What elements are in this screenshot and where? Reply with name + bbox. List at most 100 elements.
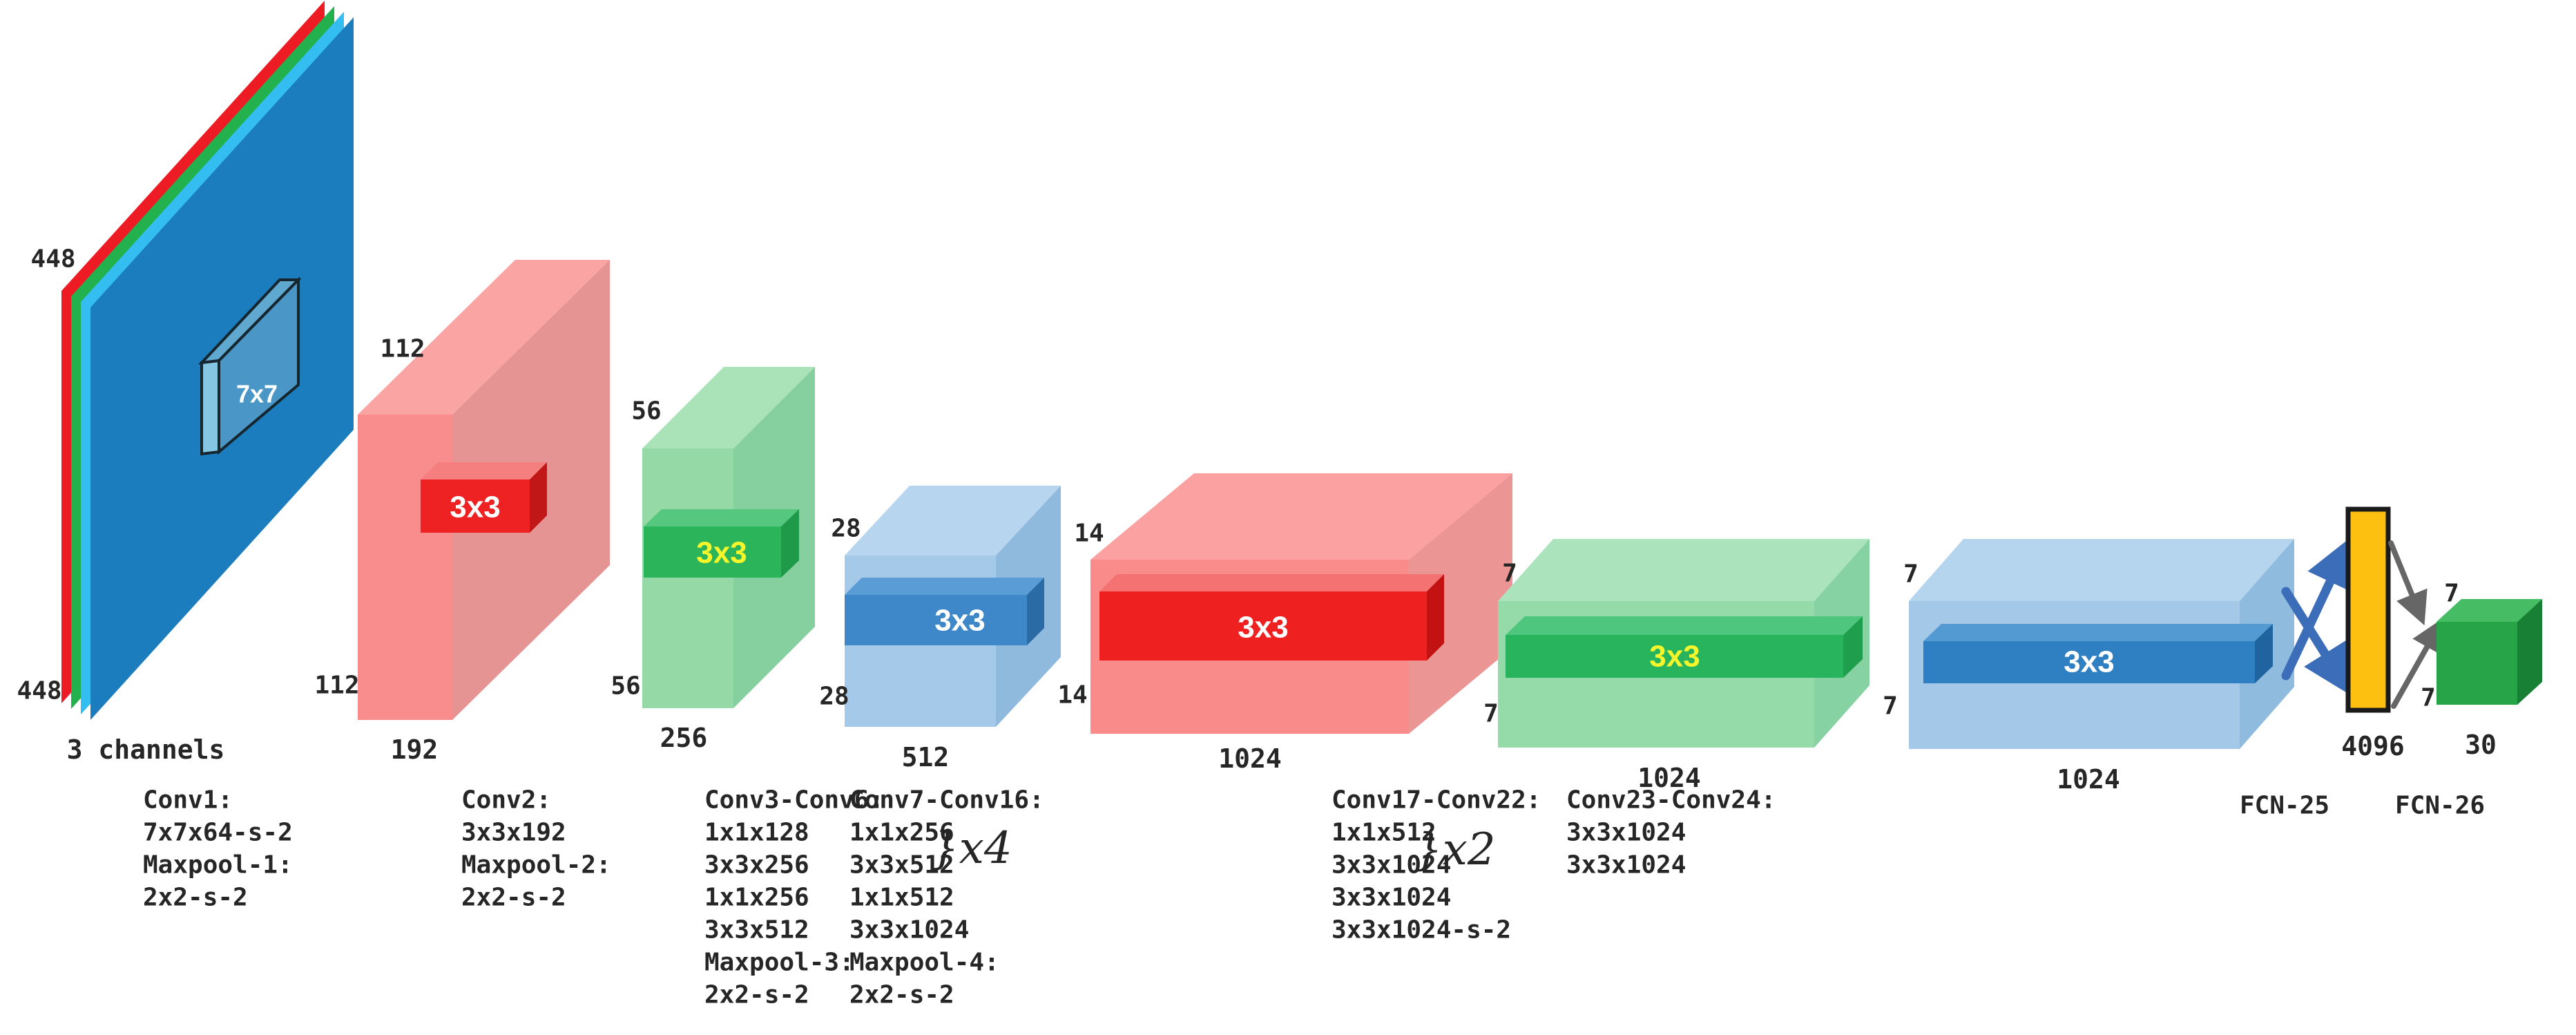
conv7-kernel-top-face xyxy=(1923,624,2273,641)
conv7-dim-top-label: 7 xyxy=(1903,560,1919,589)
conv1-desc-line: Maxpool-1: xyxy=(143,851,293,880)
conv5-box-side-face xyxy=(1409,473,1512,734)
conv3-box-front-face xyxy=(642,448,733,708)
conv3-kernel-front-face xyxy=(644,526,781,578)
conv4-depth-label: 512 xyxy=(902,742,950,772)
conv23-desc-line: 3x3x1024 xyxy=(1566,851,1686,880)
conv7-desc-line: 1x1x256 xyxy=(849,819,954,847)
output-layer: 7 7 30 xyxy=(2421,580,2542,760)
conv3-desc-line: 3x3x256 xyxy=(704,851,809,880)
conv3-kernel-label: 3x3 xyxy=(696,536,747,570)
conv17-desc-line: 1x1x512 xyxy=(1332,819,1436,847)
conv7-kernel-front-face xyxy=(1923,641,2255,683)
conv6-depth-label: 1024 xyxy=(1637,763,1701,793)
output-arrow-up xyxy=(2391,618,2443,709)
conv1-desc-line: 7x7x64-s-2 xyxy=(143,819,293,847)
conv5-kernel-top-face xyxy=(1099,574,1444,591)
input-kernel-main-face xyxy=(218,276,300,455)
conv5-dim-bottom-label: 14 xyxy=(1057,681,1087,710)
conv3-desc-line: 1x1x256 xyxy=(704,884,809,912)
conv3-desc-line: 1x1x128 xyxy=(704,819,809,847)
conv5-depth-label: 1024 xyxy=(1218,743,1282,774)
input-layer: 7x7 448 448 3 channels xyxy=(17,1,354,765)
conv7-desc-line: 2x2-s-2 xyxy=(849,981,954,1009)
fc1-bar xyxy=(2345,506,2391,713)
conv2-dim-top-label: 112 xyxy=(380,335,425,363)
input-dim-bottom-label: 448 xyxy=(17,677,61,705)
conv4-kernel-top-face xyxy=(845,578,1044,595)
conv7-desc-line: Maxpool-4: xyxy=(849,949,999,977)
conv2-box-top-face xyxy=(358,260,610,415)
conv4-kernel-front-face xyxy=(845,595,1027,645)
conv2-desc-line: 2x2-s-2 xyxy=(461,884,566,912)
conv2-box-front-face xyxy=(358,415,452,720)
conv2-kernel-front-face xyxy=(421,479,530,533)
conv3-desc-line: Maxpool-3: xyxy=(704,949,854,977)
conv3-kernel-top-face xyxy=(644,509,799,526)
conv2-dim-bottom-label: 112 xyxy=(314,672,359,700)
conv7-desc-line: 1x1x512 xyxy=(849,884,954,912)
conv2-kernel-label: 3x3 xyxy=(450,491,500,524)
conv4-box-top-face xyxy=(845,486,1061,556)
conv3-desc-line: 3x3x512 xyxy=(704,916,809,944)
output-cube-top-face xyxy=(2436,599,2542,622)
input-kernel-left-face xyxy=(200,359,220,456)
fc-connections xyxy=(2281,537,2353,696)
conv4-dim-top-label: 28 xyxy=(831,515,861,543)
output-cube-front-face xyxy=(2436,622,2517,705)
conv3-layer: 3x3 56 56 256 xyxy=(611,367,815,753)
conv5-kernel-side-face xyxy=(1427,574,1444,661)
conv6-box-top-face xyxy=(1498,539,1869,601)
conv2-layer: 3x3 112 112 192 xyxy=(314,260,610,765)
conv6-dim-top-label: 7 xyxy=(1502,560,1517,588)
fcn26-label: FCN-26 xyxy=(2395,792,2485,820)
conv7-desc-line: 3x3x512 xyxy=(849,851,954,880)
conv2-kernel-top-face xyxy=(421,462,547,479)
conv5-kernel-front-face xyxy=(1099,591,1427,661)
conv2-desc-line: 3x3x192 xyxy=(461,819,566,847)
conv3-box-top-face xyxy=(642,367,815,448)
conv6-kernel-label: 3x3 xyxy=(1649,640,1700,674)
input-dim-top-label: 448 xyxy=(30,245,75,274)
conv6-kernel-front-face xyxy=(1506,635,1843,678)
conv7-dim-bottom-label: 7 xyxy=(1883,692,1898,721)
conv7-box-top-face xyxy=(1909,539,2294,601)
conv17-desc-line: 3x3x1024 xyxy=(1332,851,1451,880)
output-dim-top-label: 7 xyxy=(2444,580,2459,608)
conv23-desc-line: Conv23-Conv24: xyxy=(1566,786,1776,815)
conv4-kernel-label: 3x3 xyxy=(934,604,985,638)
conv7-desc-line: Conv7-Conv16: xyxy=(849,786,1044,815)
conv6-dim-bottom-label: 7 xyxy=(1483,700,1499,728)
conv5-kernel-label: 3x3 xyxy=(1238,611,1288,645)
conv7-kernel-label: 3x3 xyxy=(2064,645,2114,679)
conv3-dim-bottom-label: 56 xyxy=(611,672,640,701)
conv2-desc-line: Conv2: xyxy=(461,786,551,815)
conv23-desc-line: 3x3x1024 xyxy=(1566,819,1686,847)
conv2-kernel-side-face xyxy=(530,462,547,533)
conv17-desc-line: 3x3x1024 xyxy=(1332,884,1451,912)
conv3-desc-line: Conv3-Conv6: xyxy=(704,786,884,815)
conv7-layer: 3x3 7 7 1024 xyxy=(1883,539,2294,795)
conv4-kernel-side-face xyxy=(1027,578,1044,645)
fc-arrow-down xyxy=(2281,587,2352,696)
output-dim-bottom-label: 7 xyxy=(2421,684,2436,712)
fc1-layer: 4096 xyxy=(2341,506,2405,761)
input-kernel-label: 7x7 xyxy=(236,380,278,408)
fc1-size-label: 4096 xyxy=(2341,731,2405,761)
conv3-kernel-side-face xyxy=(781,509,799,578)
conv7-desc-line: 3x3x1024 xyxy=(849,916,969,944)
conv7-kernel-side-face xyxy=(2255,624,2273,683)
conv6-kernel-top-face xyxy=(1506,616,1863,635)
conv2-depth-label: 192 xyxy=(391,734,439,765)
input-depth-label: 3 channels xyxy=(67,734,225,765)
conv17-desc-line: 3x3x1024-s-2 xyxy=(1332,916,1511,944)
conv2-desc-line: Maxpool-2: xyxy=(461,851,611,880)
conv5-layer: 3x3 14 14 1024 xyxy=(1057,473,1512,774)
conv17-desc-line: Conv17-Conv22: xyxy=(1332,786,1541,815)
conv3-depth-label: 256 xyxy=(660,723,708,753)
output-arrow-down xyxy=(2388,540,2428,626)
layer-descriptions: Conv1: 7x7x64-s-2 Maxpool-1: 2x2-s-2 Con… xyxy=(143,786,2485,1009)
conv7-depth-label: 1024 xyxy=(2057,764,2120,795)
